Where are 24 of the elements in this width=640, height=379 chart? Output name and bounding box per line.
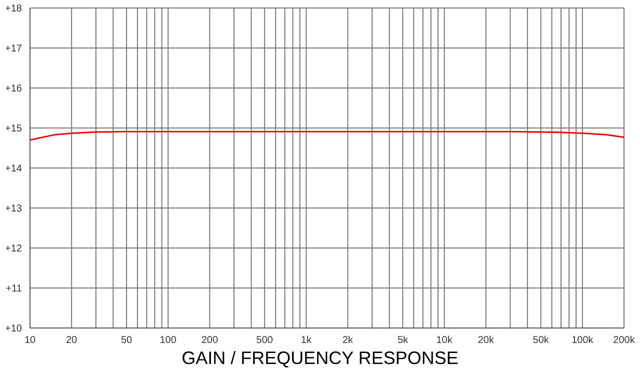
x-tick-label: 20 xyxy=(66,335,78,346)
x-tick-label: 200 xyxy=(201,335,218,346)
x-tick-label: 100k xyxy=(572,335,594,346)
x-tick-label: 100 xyxy=(160,335,177,346)
x-tick-label: 10k xyxy=(436,335,454,346)
y-tick-label: +15 xyxy=(5,124,22,135)
x-tick-label: 50k xyxy=(532,335,550,346)
y-tick-label: +16 xyxy=(5,84,22,95)
x-tick-label: 200k xyxy=(613,335,636,346)
y-tick-label: +12 xyxy=(5,244,22,255)
y-tick-label: +11 xyxy=(6,284,22,295)
text: GAIN / FREQUENCY RESPONSE xyxy=(180,348,460,369)
x-tick-label: 10 xyxy=(24,335,36,346)
y-tick-label: +13 xyxy=(5,204,22,215)
y-tick-label: +14 xyxy=(5,164,22,175)
y-tick-label: +18 xyxy=(5,4,22,15)
x-tick-label: 2k xyxy=(342,335,354,346)
x-tick-label: 1k xyxy=(300,335,312,346)
y-tick-label: +10 xyxy=(5,324,22,335)
x-tick-label: 50 xyxy=(120,335,133,346)
x-tick-label: 500 xyxy=(256,335,274,346)
x-tick-label: 5k xyxy=(397,335,410,346)
y-tick-label: +17 xyxy=(5,44,22,55)
x-tick-label: 20k xyxy=(478,335,495,346)
